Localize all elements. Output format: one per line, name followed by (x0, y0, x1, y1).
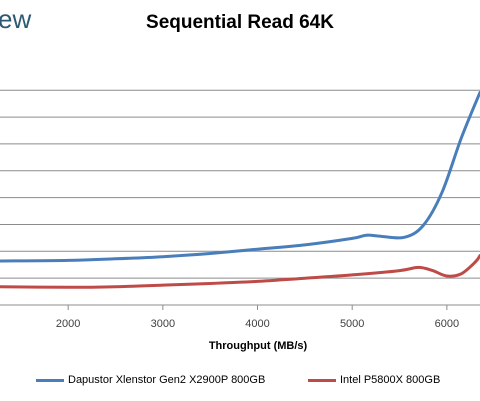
legend-label-series-1: Dapustor Xlenstor Gen2 X2900P 800GB (68, 374, 266, 386)
series-line-2 (0, 254, 480, 289)
legend-label-series-2: Intel P5800X 800GB (340, 374, 441, 386)
x-tick-label: 2000 (56, 318, 80, 330)
x-tick-label: 4000 (245, 318, 269, 330)
legend-item-series-2: Intel P5800X 800GB (308, 374, 440, 386)
x-tick-label: 6000 (435, 318, 459, 330)
legend-swatch-series-1 (36, 378, 64, 382)
legend-swatch-series-2 (308, 378, 336, 382)
series-lines (0, 90, 480, 289)
chart-title: Sequential Read 64K (146, 12, 334, 33)
x-axis: 2000 3000 4000 5000 6000 (0, 304, 480, 330)
watermark-logo-text: ew (0, 4, 32, 34)
x-tick-label: 5000 (340, 318, 364, 330)
x-axis-title: Throughput (MB/s) (209, 340, 308, 352)
series-line-1 (0, 90, 480, 263)
legend-item-series-1: Dapustor Xlenstor Gen2 X2900P 800GB (36, 374, 265, 386)
x-tick-label: 3000 (151, 318, 175, 330)
chart-legend: Dapustor Xlenstor Gen2 X2900P 800GB Inte… (0, 374, 480, 390)
